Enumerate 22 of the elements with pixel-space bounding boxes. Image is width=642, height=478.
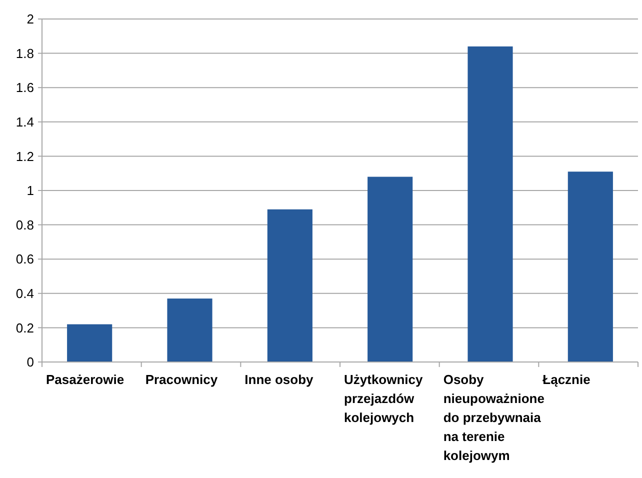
y-tick-label: 0.4: [16, 286, 34, 301]
y-tick-label: 2: [26, 12, 34, 27]
y-tick-label: 1.2: [16, 148, 34, 164]
bar: [368, 176, 413, 362]
x-tick-label: Inne osoby: [244, 372, 314, 387]
bar: [468, 46, 513, 362]
bar: [568, 172, 613, 362]
y-tick-label: 0.8: [16, 217, 34, 232]
x-tick-label: Pracownicy: [145, 372, 218, 387]
y-tick-label: 0.6: [16, 252, 34, 267]
bar: [267, 209, 312, 362]
bar: [67, 324, 112, 362]
x-tick-label: Pasażerowie: [46, 372, 124, 387]
x-tick-label: Łącznie: [542, 372, 590, 387]
bar: [167, 298, 212, 362]
y-tick-label: 1.4: [16, 114, 34, 130]
x-tick-label: Użytkownicy przejazdów kolejowych: [344, 372, 424, 425]
y-tick-label: 1.8: [16, 46, 34, 61]
y-tick-label: 0: [26, 354, 34, 370]
y-tick-label: 1.6: [16, 80, 34, 96]
y-tick-label: 0.2: [16, 320, 34, 336]
y-tick-label: 1: [26, 183, 34, 198]
